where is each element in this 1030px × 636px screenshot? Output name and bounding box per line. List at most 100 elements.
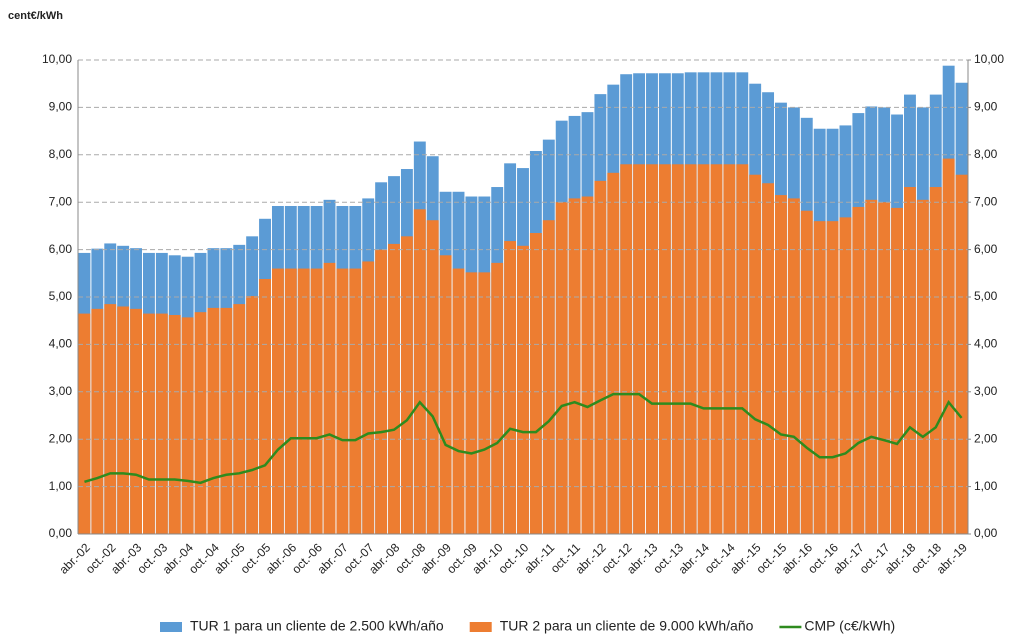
bar <box>504 241 517 534</box>
bar <box>542 220 555 534</box>
legend-label: CMP (c€/kWh) <box>804 618 895 634</box>
bar <box>271 268 284 534</box>
bar <box>413 209 426 534</box>
bar <box>762 183 775 535</box>
bar <box>246 296 259 534</box>
y-tick-label: 8,00 <box>49 147 73 161</box>
bar <box>452 268 465 534</box>
bar <box>633 164 646 534</box>
y-tick-label: 4,00 <box>49 337 73 351</box>
y-tick-label: 2,00 <box>49 431 73 445</box>
bar <box>478 272 491 534</box>
y2-tick-label: 6,00 <box>974 242 998 256</box>
bar <box>607 172 620 534</box>
bar <box>297 268 310 534</box>
bar <box>723 164 736 534</box>
bar <box>362 261 375 534</box>
y-tick-label: 9,00 <box>49 100 73 114</box>
bar <box>91 308 104 534</box>
bar <box>336 268 349 534</box>
bar <box>865 199 878 534</box>
bar <box>620 164 633 534</box>
bar <box>388 243 400 535</box>
bar <box>233 304 246 534</box>
bar <box>942 158 955 535</box>
bar <box>852 206 865 534</box>
y-tick-label: 6,00 <box>49 242 73 256</box>
bar <box>168 315 181 534</box>
bar <box>658 164 671 534</box>
bar <box>284 268 297 534</box>
bar <box>839 217 852 535</box>
y2-tick-label: 8,00 <box>974 147 998 161</box>
bar <box>581 196 594 534</box>
bar <box>400 236 413 534</box>
y2-tick-label: 9,00 <box>974 100 998 114</box>
bar <box>646 164 658 534</box>
y2-tick-label: 7,00 <box>974 194 998 208</box>
bar <box>891 207 904 534</box>
bar <box>697 164 710 534</box>
y-tick-label: 5,00 <box>49 289 73 303</box>
line <box>84 392 963 485</box>
bar <box>104 304 117 534</box>
y2-tick-label: 1,00 <box>974 479 998 493</box>
legend-swatch <box>469 622 492 632</box>
bar <box>194 312 207 534</box>
bar <box>142 313 155 534</box>
y-tick-label: 10,00 <box>42 52 72 66</box>
bar <box>955 174 968 534</box>
bar <box>594 180 607 534</box>
bar <box>155 313 168 534</box>
bar <box>671 164 684 534</box>
bar <box>78 313 91 534</box>
y2-tick-label: 3,00 <box>974 384 998 398</box>
bar <box>555 202 568 534</box>
bar <box>684 164 697 534</box>
bar <box>491 262 504 534</box>
bar <box>130 308 142 534</box>
y-axis-label: cent€/kWh <box>8 10 63 22</box>
bar <box>517 245 529 535</box>
bar <box>826 221 839 534</box>
bar <box>426 220 439 534</box>
bar <box>117 306 130 534</box>
bar <box>465 272 478 534</box>
bar <box>375 249 388 534</box>
bar <box>878 202 891 534</box>
bar <box>439 255 452 534</box>
y-tick-label: 1,00 <box>49 479 73 493</box>
bar <box>787 198 800 534</box>
y-tick-label: 0,00 <box>49 526 73 540</box>
bar <box>749 174 762 534</box>
legend-swatch <box>160 622 182 632</box>
legend-label: TUR 1 para un cliente de 2.500 kWh/año <box>190 618 444 634</box>
bar <box>349 268 362 534</box>
bar <box>800 210 813 534</box>
y-tick-label: 3,00 <box>49 384 73 398</box>
bar <box>813 221 826 534</box>
bar <box>929 187 942 535</box>
bar <box>775 195 787 534</box>
bar <box>220 307 233 534</box>
y2-tick-label: 4,00 <box>974 337 998 351</box>
legend-label: TUR 2 para un cliente de 9.000 kWh/año <box>500 618 754 634</box>
bar <box>310 268 323 534</box>
y2-tick-label: 2,00 <box>974 431 998 445</box>
bar <box>207 307 220 534</box>
bar <box>904 187 916 535</box>
bars <box>78 65 968 535</box>
bar <box>710 164 723 534</box>
bar <box>259 278 271 534</box>
bar <box>568 198 581 534</box>
y2-tick-label: 0,00 <box>974 526 998 540</box>
y-tick-label: 7,00 <box>49 194 73 208</box>
y2-tick-label: 5,00 <box>974 289 998 303</box>
bar <box>736 164 749 534</box>
bar <box>181 317 194 534</box>
bar <box>529 233 542 534</box>
bar <box>323 262 336 534</box>
y2-tick-label: 10,00 <box>974 52 1004 66</box>
bar <box>916 199 929 534</box>
